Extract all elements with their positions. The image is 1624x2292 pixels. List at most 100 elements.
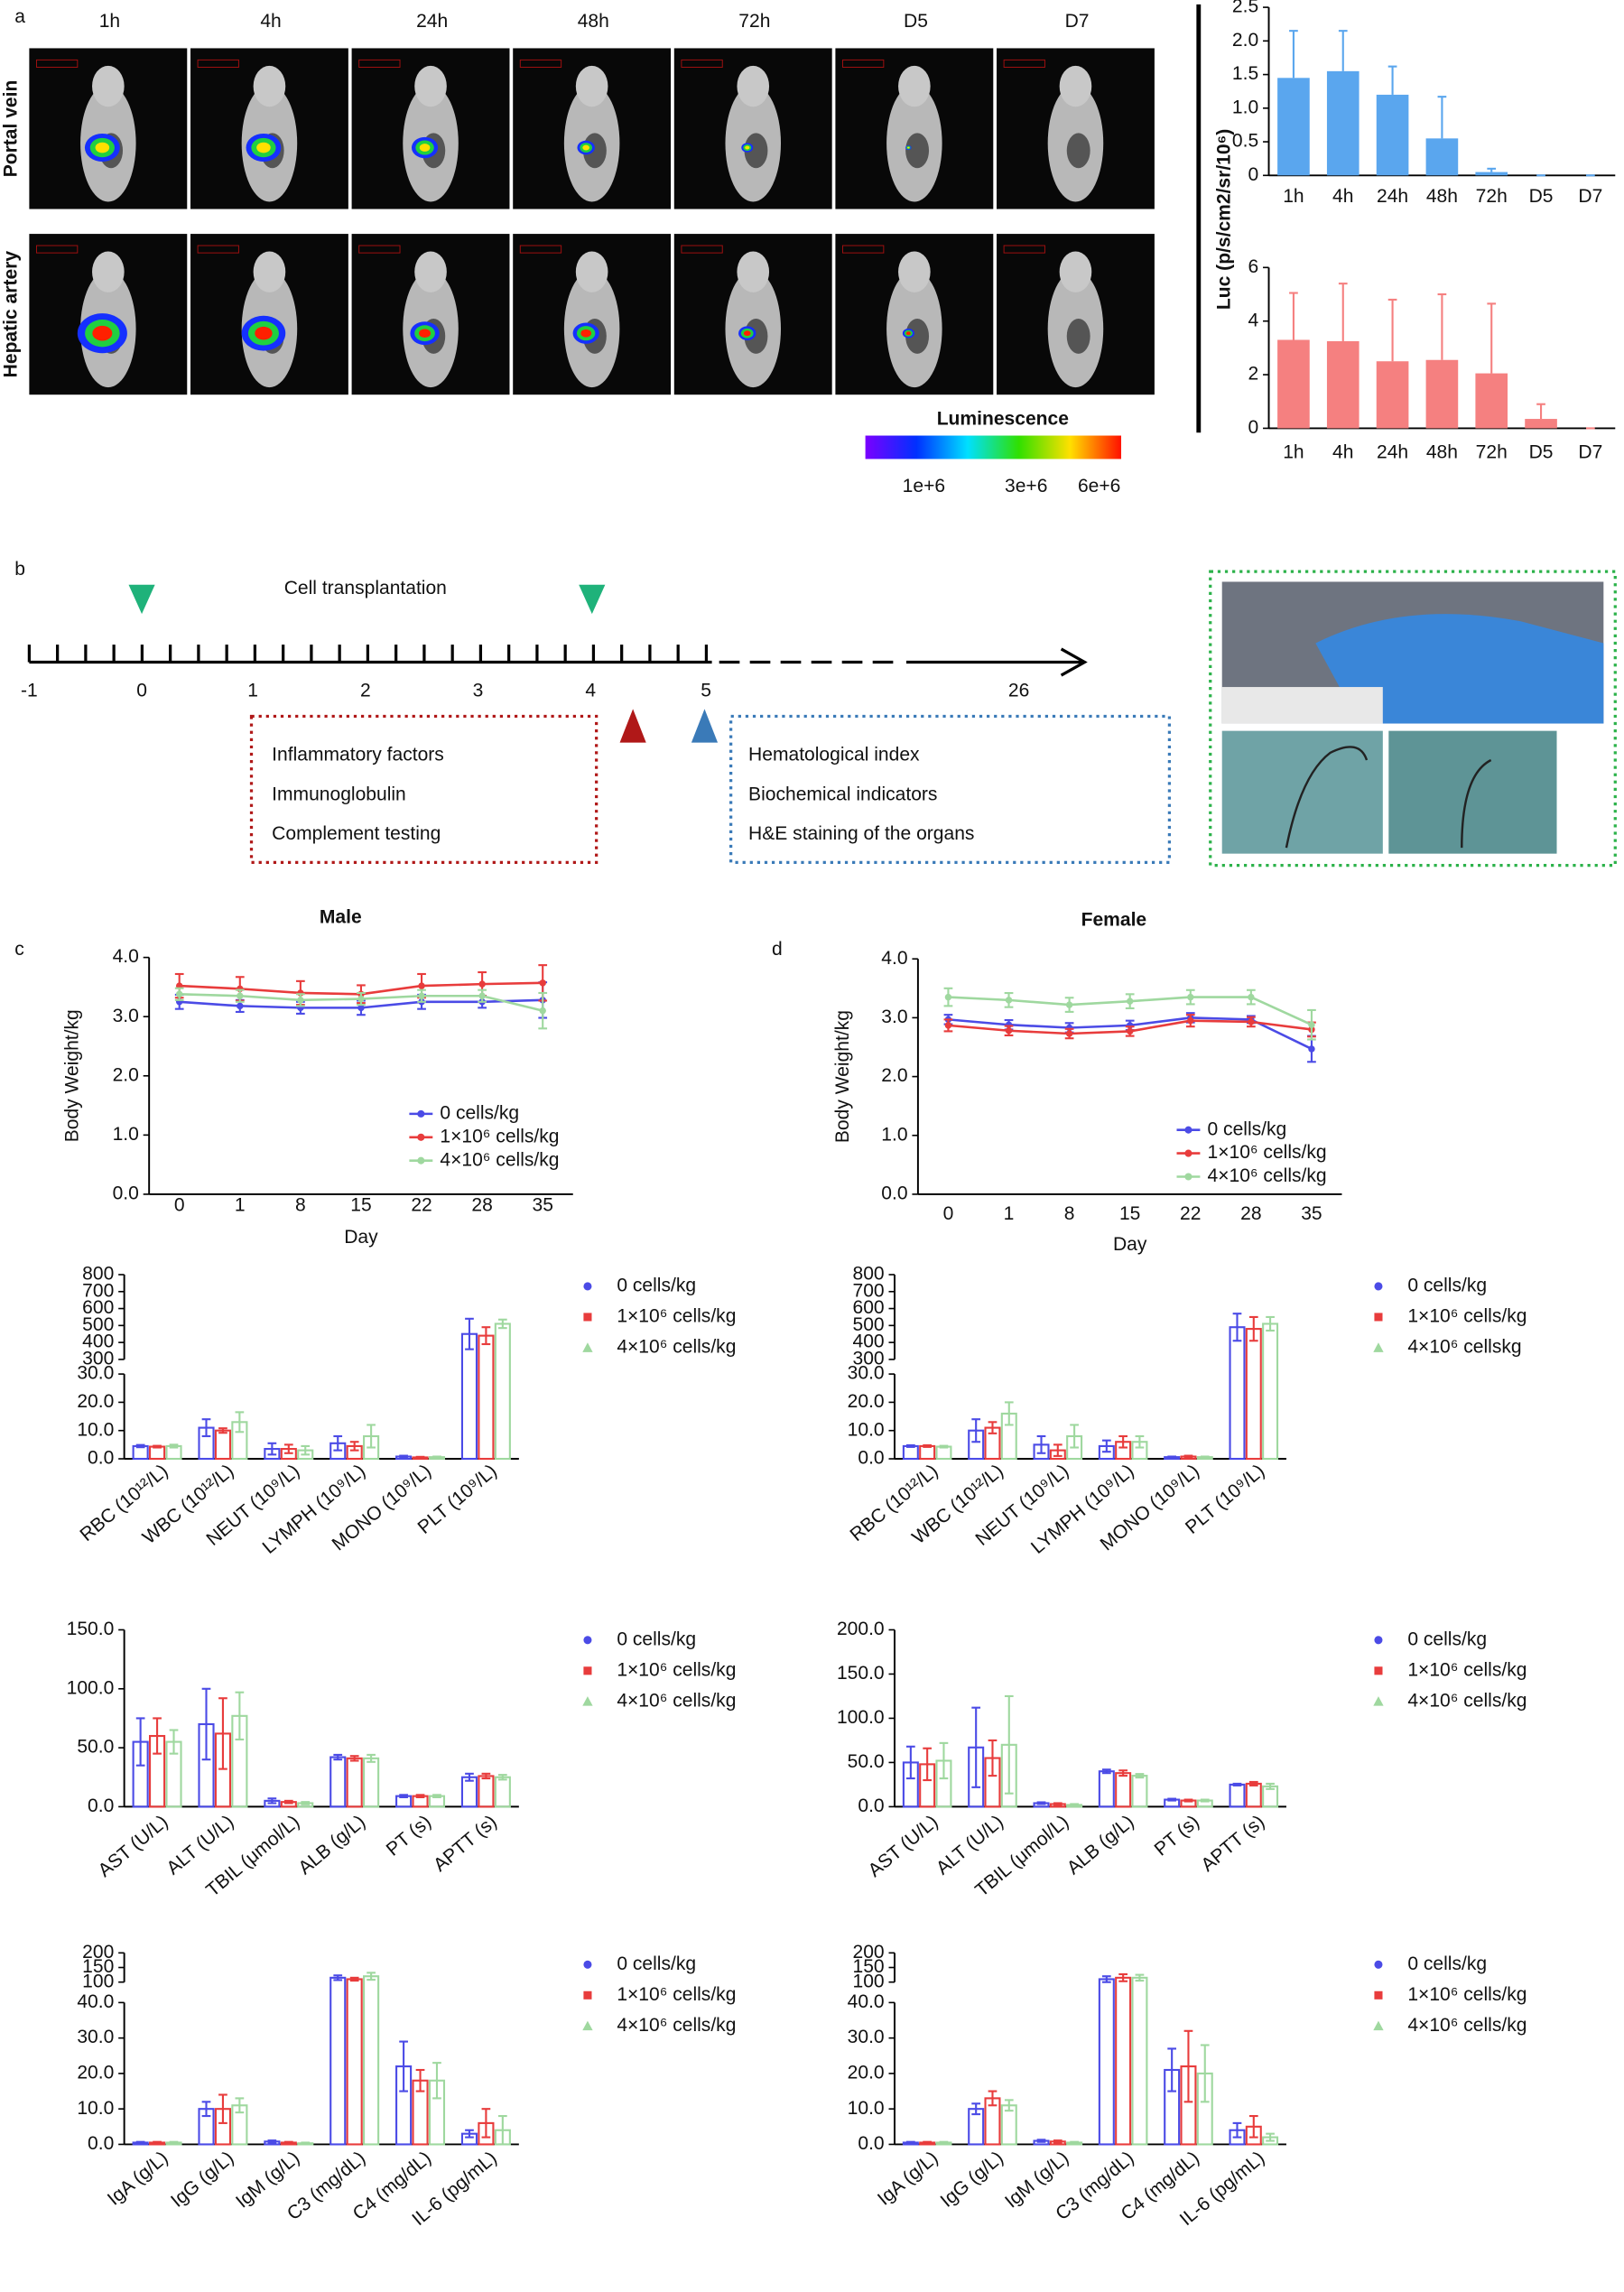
mouse-organ (1066, 318, 1090, 354)
catheter (1461, 758, 1492, 849)
y-tick-label: 3.0 (113, 1006, 139, 1026)
bar (902, 2141, 919, 2146)
image-label-box (681, 59, 723, 68)
bar (214, 1429, 232, 1461)
x-tick-label: PT (s) (383, 1811, 435, 1860)
bar (1277, 78, 1310, 176)
y-tick-label: 0.0 (858, 1448, 884, 1469)
bar (968, 1429, 985, 1461)
bar (165, 2141, 182, 2146)
bar (412, 1795, 429, 1808)
bar (968, 2108, 985, 2146)
x-tick-label: 1h (1283, 442, 1304, 463)
x-tick-label: D7 (1578, 186, 1602, 207)
x-tick-label: 24h (1377, 442, 1408, 463)
legend-marker (583, 1990, 592, 2000)
signal-inner (95, 142, 110, 153)
x-tick-label: ALB (g/L) (294, 1811, 369, 1879)
image-label-box (681, 245, 723, 254)
bar (935, 2141, 952, 2146)
y-tick-label: 0 (1248, 164, 1258, 185)
x-tick-label: 28 (1240, 1203, 1261, 1224)
y-tick-label: 30.0 (848, 1363, 885, 1384)
legend-label: 1×10⁶ cells/kg (1407, 1984, 1527, 2005)
legend-label: 1×10⁶ cells/kg (617, 1306, 736, 1327)
x-tick-label: 0 (943, 1203, 954, 1224)
legend-marker (583, 1313, 592, 1322)
y-axis-label: Luc (p/s/cm2/sr/10⁶) (1214, 129, 1235, 310)
box-text: Biochemical indicators (748, 784, 937, 804)
point (1248, 1018, 1255, 1025)
legend-label: 4×10⁶ cells/kg (1407, 1690, 1527, 1711)
y-tick-label: 100.0 (67, 1677, 115, 1698)
y-tick-label: 40.0 (77, 1991, 114, 2012)
bar (395, 1795, 413, 1808)
timeline-tick-label: 0 (136, 680, 147, 701)
x-tick-label: 0 (174, 1194, 185, 1215)
legend-marker (583, 1666, 592, 1675)
bar (1180, 2065, 1197, 2146)
bar (412, 2079, 429, 2146)
signal-inner (745, 145, 750, 150)
x-tick-label: 1 (1004, 1203, 1015, 1224)
y-tick-label: 800 (853, 1264, 885, 1285)
bar (935, 1759, 952, 1808)
x-tick-label: AST (U/L) (864, 1811, 942, 1881)
x-tick-label: IgA (g/L) (874, 2148, 942, 2210)
bar (428, 1795, 446, 1808)
y-tick-label: 20.0 (848, 2062, 885, 2083)
y-tick-label: 200 (853, 1942, 885, 1963)
legend-marker (583, 1636, 592, 1645)
bar (1033, 2139, 1050, 2146)
mouse-organ (744, 133, 768, 169)
y-tick-label: 600 (82, 1297, 114, 1318)
signal-inner (580, 329, 591, 338)
x-tick-label: 72h (1476, 442, 1508, 463)
y-tick-label: 150 (82, 1956, 114, 1977)
x-axis-label: Day (1113, 1234, 1147, 1255)
y-tick-label: 700 (853, 1280, 885, 1301)
x-tick-label: PT (s) (1151, 1811, 1203, 1860)
y-tick-label: 1.0 (881, 1124, 907, 1145)
signal-inner (419, 144, 431, 152)
x-tick-label: ALB (g/L) (1063, 1811, 1138, 1879)
bar (1376, 94, 1409, 176)
y-tick-label: 20.0 (848, 1391, 885, 1412)
y-tick-label: 40.0 (848, 1991, 885, 2012)
bar (297, 2142, 314, 2146)
signal-inner (907, 146, 910, 149)
x-tick-label: 22 (411, 1194, 432, 1215)
point (1308, 1045, 1315, 1053)
legend-label: 0 cells/kg (617, 1953, 696, 1974)
point (478, 980, 486, 988)
legend-label: 1×10⁶ cells/kg (1407, 1659, 1527, 1680)
y-tick-label: 100 (82, 1971, 114, 1991)
bar (132, 2141, 149, 2146)
y-tick-label: 0.0 (113, 1183, 139, 1203)
mouse-head (414, 251, 447, 292)
bar (1245, 1782, 1262, 1808)
bar (1525, 419, 1557, 429)
y-tick-label: 6 (1248, 256, 1258, 277)
x-tick-label: 28 (471, 1194, 492, 1215)
point (297, 997, 304, 1004)
bar (165, 1740, 182, 1808)
legend-label: 0 cells/kg (1407, 1953, 1487, 1974)
x-tick-label: 1 (235, 1194, 246, 1215)
bar (395, 2065, 413, 2146)
point (1187, 993, 1194, 1001)
bar (1196, 1799, 1213, 1808)
bar (1164, 2068, 1181, 2146)
bar (264, 1448, 281, 1461)
bar (1000, 2104, 1017, 2146)
mouse-head (737, 251, 770, 292)
image-label-box (1003, 245, 1045, 254)
mouse-head (253, 251, 286, 292)
box-text: Complement testing (272, 823, 441, 844)
legend-marker (1374, 1636, 1383, 1645)
bar (1425, 138, 1459, 176)
mouse-head (898, 65, 931, 107)
bar (968, 1746, 985, 1808)
colorbar-label: 3e+6 (1005, 476, 1047, 496)
bar (1033, 1443, 1050, 1461)
